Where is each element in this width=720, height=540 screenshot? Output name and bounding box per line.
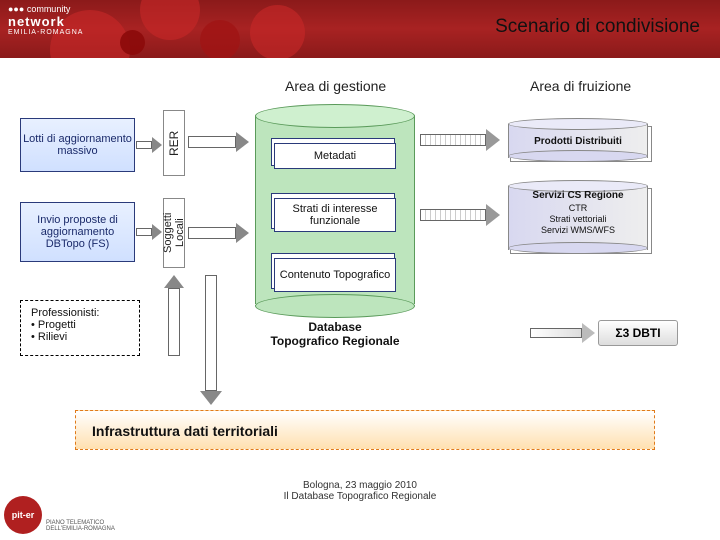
servizi-title: Servizi CS Regione <box>508 190 648 201</box>
box-invio-text: Invio proposte di aggiornamento DBTopo (… <box>21 212 134 252</box>
prof-title: Professionisti: <box>31 307 129 319</box>
sigma-text: Σ3 DBTI <box>615 326 660 340</box>
page-title: Scenario di condivisione <box>495 16 700 38</box>
db-name-l2: Topografico Regionale <box>255 334 415 348</box>
area-gestione-label: Area di gestione <box>285 78 386 94</box>
servizi-l2: Strati vettoriali <box>508 214 648 224</box>
arrow-soggetti <box>188 224 250 242</box>
piter-icon: pit-er <box>4 496 42 534</box>
box-metadati: Metadati <box>274 143 396 169</box>
logo-sub: EMILIA-ROMAGNA <box>8 29 83 36</box>
arrow-down-infra <box>200 275 222 405</box>
prof-b2: • Rilievi <box>31 331 129 343</box>
contenuto-text: Contenuto Topografico <box>280 269 391 281</box>
footer: Bologna, 23 maggio 2010 Il Database Topo… <box>0 480 720 502</box>
arrow-lotti-rer <box>136 138 162 152</box>
arrow-sigma <box>530 324 596 342</box>
servizi-l1: CTR <box>508 203 648 213</box>
box-professionisti: Professionisti: • Progetti • Rilievi <box>20 300 140 356</box>
box-invio: Invio proposte di aggiornamento DBTopo (… <box>20 202 135 262</box>
cyl-prodotti: Prodotti Distribuiti <box>508 118 648 162</box>
box-strati: Strati di interesse funzionale <box>274 198 396 232</box>
arrow-rer <box>188 133 250 151</box>
footer-logo-caption: PIANO TELEMATICODELL'EMILIA-ROMAGNA <box>46 520 156 532</box>
box-contenuto: Contenuto Topografico <box>274 258 396 292</box>
box-lotti: Lotti di aggiornamento massivo <box>20 118 135 172</box>
area-fruizione-label: Area di fruizione <box>530 78 631 94</box>
footer-l2: Il Database Topografico Regionale <box>0 491 720 502</box>
vert-rer: RER <box>163 110 185 176</box>
logo: ●●● community network EMILIA-ROMAGNA <box>8 4 83 36</box>
infra-box: Infrastruttura dati territoriali <box>75 410 655 450</box>
arrow-prof-up <box>164 275 184 357</box>
metadati-text: Metadati <box>314 150 356 162</box>
db-name-l1: Database <box>255 320 415 334</box>
servizi-l3: Servizi WMS/WFS <box>508 225 648 235</box>
sigma-dbti: Σ3 DBTI <box>598 320 678 346</box>
arrow-invio-sogg <box>136 225 162 239</box>
prodotti-label: Prodotti Distribuiti <box>508 136 648 147</box>
arrow-to-prodotti <box>420 130 500 150</box>
infra-text: Infrastruttura dati territoriali <box>92 423 278 439</box>
box-lotti-text: Lotti di aggiornamento massivo <box>21 131 134 159</box>
prof-b1: • Progetti <box>31 319 129 331</box>
logo-top: community <box>27 4 71 14</box>
cyl-servizi: Servizi CS Regione CTR Strati vettoriali… <box>508 180 648 254</box>
db-name: Database Topografico Regionale <box>255 320 415 348</box>
footer-l1: Bologna, 23 maggio 2010 <box>0 480 720 491</box>
arrow-to-servizi <box>420 205 500 225</box>
vert-soggetti: Soggetti Locali <box>163 198 185 268</box>
logo-mid: network <box>8 14 83 29</box>
strati-text: Strati di interesse funzionale <box>275 203 395 227</box>
